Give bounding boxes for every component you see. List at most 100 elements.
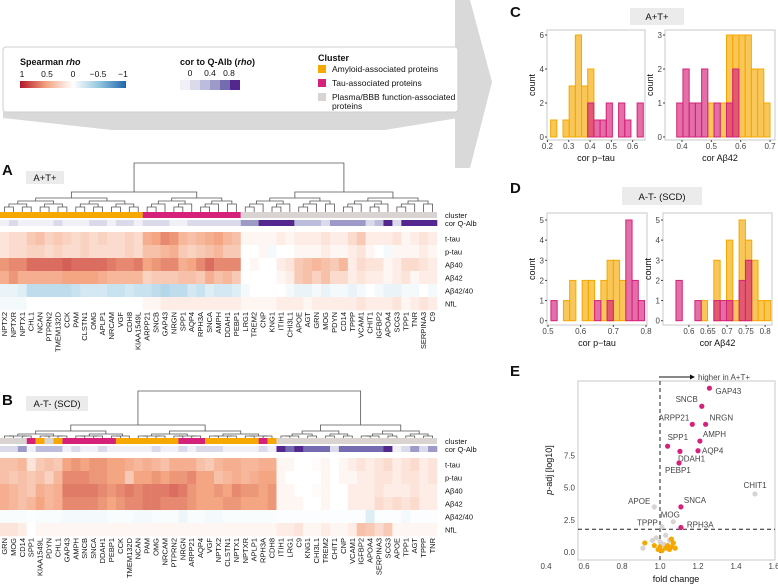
- heatmap-cell: [71, 245, 81, 259]
- heatmap-cell: [178, 484, 188, 498]
- x-tick-label: 0.8: [616, 562, 628, 571]
- heatmap-cell: [35, 258, 45, 272]
- heatmap-cell: [312, 232, 322, 246]
- column-label: KIAA1549L: [134, 312, 143, 350]
- heatmap-cell: [187, 458, 197, 472]
- column-label: TMEM132D: [125, 537, 134, 578]
- heatmap-cell: [258, 271, 268, 285]
- heatmap-cell: [231, 245, 242, 259]
- x-tick-label: 0.8: [760, 327, 772, 336]
- heatmap-cell: [53, 232, 63, 246]
- cor-q-alb-cell: [142, 220, 152, 226]
- heatmap-cell: [321, 297, 331, 311]
- heatmap-cell: [187, 510, 197, 524]
- column-label: NPTXR: [241, 537, 250, 563]
- dendrogram-branch: [301, 430, 340, 434]
- y-tick-label: 2: [656, 276, 661, 285]
- histogram-bar-tau: [625, 219, 633, 322]
- heatmap-cell: [383, 258, 393, 272]
- annotation-text: higher in A+T+: [698, 373, 750, 382]
- dendrogram-branch: [169, 430, 242, 434]
- heatmap-cell: [160, 245, 170, 259]
- heatmap-cell: [419, 232, 429, 246]
- column-label: ITIH1: [276, 312, 285, 330]
- heatmap-cell: [329, 258, 340, 272]
- heatmap-cell: [356, 258, 366, 272]
- cor-q-alb-cell: [347, 446, 358, 452]
- heatmap-cell: [107, 258, 117, 272]
- heatmap-cell: [267, 523, 277, 537]
- cor-q-alb-cell: [124, 220, 135, 226]
- heatmap-cell: [347, 232, 358, 246]
- cluster-bar-plasma: [240, 212, 437, 218]
- heatmap-cell: [151, 471, 161, 485]
- tag-c: A+T+: [645, 12, 669, 23]
- cor-q-alb-cell: [338, 220, 349, 226]
- heatmap-cell: [249, 284, 259, 298]
- heatmap-cell: [62, 245, 72, 259]
- heatmap-cell: [365, 245, 375, 259]
- heatmap-cell: [98, 523, 108, 537]
- cor-q-alb-cell: [410, 446, 420, 452]
- heatmap-cell: [294, 484, 304, 498]
- heatmap-cell: [169, 232, 179, 246]
- histogram-bar-amyloid: [562, 300, 571, 322]
- column-label: SNCB: [80, 538, 89, 559]
- heatmap-cell: [71, 271, 81, 285]
- cor-q-alb-cell: [53, 220, 63, 226]
- dendrogram-branch: [302, 203, 318, 212]
- heatmap-cell: [89, 232, 99, 246]
- heatmap-cell: [142, 484, 152, 498]
- x-tick-label: 0.65: [700, 327, 716, 336]
- cor-q-alb-cell: [107, 446, 117, 452]
- heatmap-cell: [26, 232, 36, 246]
- histogram-bar-tau: [688, 102, 696, 138]
- heatmap-cell: [115, 497, 126, 511]
- row-label: cor Q-Alb: [445, 445, 477, 454]
- column-label: CCK: [116, 538, 125, 554]
- heatmap-cell: [276, 471, 286, 485]
- heatmap-cell: [160, 510, 170, 524]
- heatmap-cell: [356, 284, 366, 298]
- heatmap-cell: [419, 458, 429, 472]
- cor-q-alb-cell: [160, 446, 170, 452]
- x-axis-title: cor p−tau: [578, 338, 616, 348]
- heatmap-cell: [392, 471, 402, 485]
- column-label: IGFBP2: [357, 538, 366, 565]
- histogram-bar-tau: [631, 279, 639, 322]
- heatmap-cell: [267, 497, 277, 511]
- heatmap-cell: [365, 271, 375, 285]
- cluster-bar-plasma: [0, 438, 27, 444]
- x-tick-label: 0.6: [575, 327, 587, 336]
- dendrogram-branch: [227, 203, 237, 212]
- point-label: NRGN: [710, 413, 734, 422]
- cor-q-alb-cell: [312, 446, 322, 452]
- row-label: Aβ42: [445, 274, 463, 283]
- heatmap-cell: [428, 484, 438, 498]
- histogram-bar-tau: [637, 300, 646, 322]
- heatmap-cell: [187, 523, 197, 537]
- cor-q-alb-cell: [428, 220, 438, 226]
- heatmap-cell: [410, 497, 420, 511]
- heatmap-cell: [401, 523, 411, 537]
- heatmap-cell: [401, 510, 411, 524]
- heatmap-cell: [267, 258, 277, 272]
- heatmap-cell: [231, 232, 242, 246]
- scatter-point-tau: [665, 443, 671, 449]
- dendrogram-branch: [347, 203, 362, 212]
- dendrogram-branch: [276, 203, 291, 212]
- heatmap-cell: [160, 523, 170, 537]
- heatmap-cell: [124, 284, 135, 298]
- heatmap-cell: [80, 232, 90, 246]
- heatmap-cell: [98, 484, 108, 498]
- heatmap-cell: [142, 523, 152, 537]
- dendrogram-branch: [70, 424, 206, 431]
- heatmap-cell: [258, 484, 268, 498]
- x-tick-label: 0.2: [542, 142, 554, 151]
- heatmap-cell: [44, 497, 54, 511]
- heatmap-cell: [267, 484, 277, 498]
- heatmap-cell: [428, 245, 438, 259]
- column-label: OMG: [152, 538, 161, 556]
- heatmap-cell: [89, 497, 99, 511]
- heatmap-cell: [196, 245, 206, 259]
